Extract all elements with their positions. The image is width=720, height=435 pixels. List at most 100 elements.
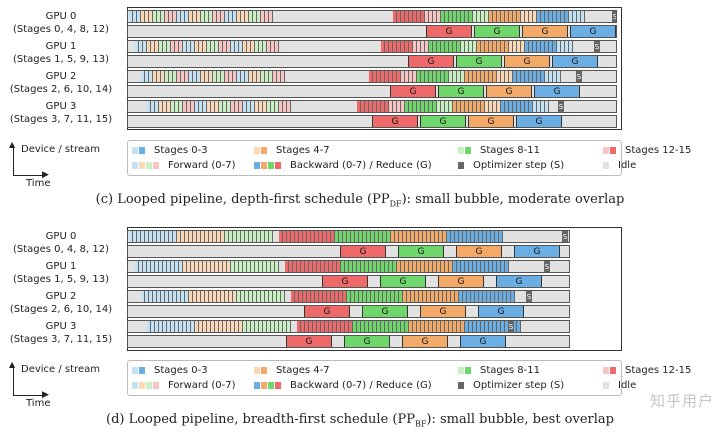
- forward-block: [521, 11, 525, 22]
- forward-block: [255, 321, 259, 332]
- backward-block: [371, 231, 375, 242]
- caption-c: (c) Looped pipeline, depth-first schedul…: [0, 192, 720, 209]
- backward-block: [479, 231, 483, 242]
- forward-block: [279, 101, 283, 112]
- backward-block: [433, 71, 437, 82]
- legend-stages-8-11: Stages 8-11: [458, 365, 540, 377]
- forward-block: [179, 101, 183, 112]
- backward-block: [399, 291, 403, 302]
- gpu-3-name: GPU 3: [45, 321, 77, 332]
- forward-block: [489, 101, 493, 112]
- swatch: [275, 382, 281, 389]
- backward-block: [369, 261, 373, 272]
- forward-block: [163, 261, 167, 272]
- backward-block: [433, 261, 437, 272]
- forward-block: [221, 231, 225, 242]
- forward-block: [271, 321, 275, 332]
- swatch: [153, 162, 159, 169]
- reduce-block: G: [456, 246, 502, 257]
- forward-block: [279, 321, 283, 332]
- forward-block: [425, 11, 429, 22]
- forward-block: [217, 71, 221, 82]
- forward-block: [237, 291, 241, 302]
- forward-block: [273, 291, 277, 302]
- caption-d-sub: BF: [414, 419, 427, 429]
- backward-block: [433, 41, 437, 52]
- forward-block: [183, 261, 187, 272]
- forward-block: [193, 71, 197, 82]
- backward-block: [545, 41, 549, 52]
- forward-block: [449, 101, 453, 112]
- optimizer-block: S: [562, 231, 568, 242]
- gpu-1-stages: (Stages 1, 5, 9, 13): [13, 274, 109, 285]
- forward-block: [245, 231, 249, 242]
- forward-block: [569, 11, 573, 22]
- forward-block: [243, 41, 247, 52]
- forward-block: [249, 231, 253, 242]
- backward-block: [449, 261, 453, 272]
- backward-block: [399, 231, 403, 242]
- backward-block: [505, 101, 509, 112]
- forward-block: [191, 101, 195, 112]
- backward-block: [387, 231, 391, 242]
- forward-block: [171, 321, 175, 332]
- forward-block: [277, 71, 281, 82]
- backward-block: [451, 231, 455, 242]
- forward-block: [203, 101, 207, 112]
- forward-block: [241, 71, 245, 82]
- forward-block: [165, 291, 169, 302]
- optimizer-block: S: [612, 11, 617, 22]
- legend-stages-12-15: Stages 12-15: [603, 145, 691, 157]
- legend-label: Backward (0-7) / Reduce (G): [290, 160, 432, 171]
- forward-block: [233, 71, 237, 82]
- forward-block: [231, 261, 235, 272]
- swatch: [603, 162, 609, 169]
- legend-stages-0-3: Stages 0-3: [132, 145, 208, 157]
- backward-block: [453, 11, 457, 22]
- backward-block: [393, 261, 397, 272]
- arrow-right-icon: ▶: [42, 170, 49, 180]
- backward-block: [497, 41, 501, 52]
- forward-block: [195, 41, 199, 52]
- forward-block: [207, 41, 211, 52]
- backward-block: [461, 261, 465, 272]
- forward-block: [241, 231, 245, 242]
- backward-block: [365, 261, 369, 272]
- backward-block: [349, 321, 353, 332]
- backward-block: [445, 321, 449, 332]
- backward-block: [429, 41, 433, 52]
- axis-vertical-label: Device / stream: [21, 144, 100, 155]
- backward-block: [461, 321, 465, 332]
- reduce-block: G: [390, 86, 436, 97]
- forward-block: [201, 71, 205, 82]
- axis-horizontal-line: [13, 175, 45, 176]
- backward-block: [309, 261, 313, 272]
- forward-block: [155, 261, 159, 272]
- backward-block: [553, 11, 557, 22]
- forward-block: [231, 41, 235, 52]
- forward-block: [271, 261, 275, 272]
- gpu-2-name: GPU 2: [45, 291, 77, 302]
- backward-block: [295, 291, 299, 302]
- forward-block: [235, 41, 239, 52]
- reduce-block: G: [522, 26, 568, 37]
- forward-block: [145, 291, 149, 302]
- backward-block: [455, 231, 459, 242]
- forward-block: [175, 101, 179, 112]
- forward-block: [135, 261, 139, 272]
- backward-block: [369, 101, 373, 112]
- backward-block: [409, 11, 413, 22]
- backward-block: [427, 231, 431, 242]
- forward-block: [133, 11, 137, 22]
- forward-block: [237, 71, 241, 82]
- forward-block: [153, 291, 157, 302]
- forward-block: [189, 291, 193, 302]
- forward-block: [221, 11, 225, 22]
- backward-block: [481, 101, 485, 112]
- axis-d: ▲ ▶ Device / stream Time: [6, 361, 106, 410]
- forward-block: [441, 101, 445, 112]
- forward-block: [217, 231, 221, 242]
- forward-block: [581, 11, 585, 22]
- forward-block: [179, 321, 183, 332]
- forward-block: [175, 41, 179, 52]
